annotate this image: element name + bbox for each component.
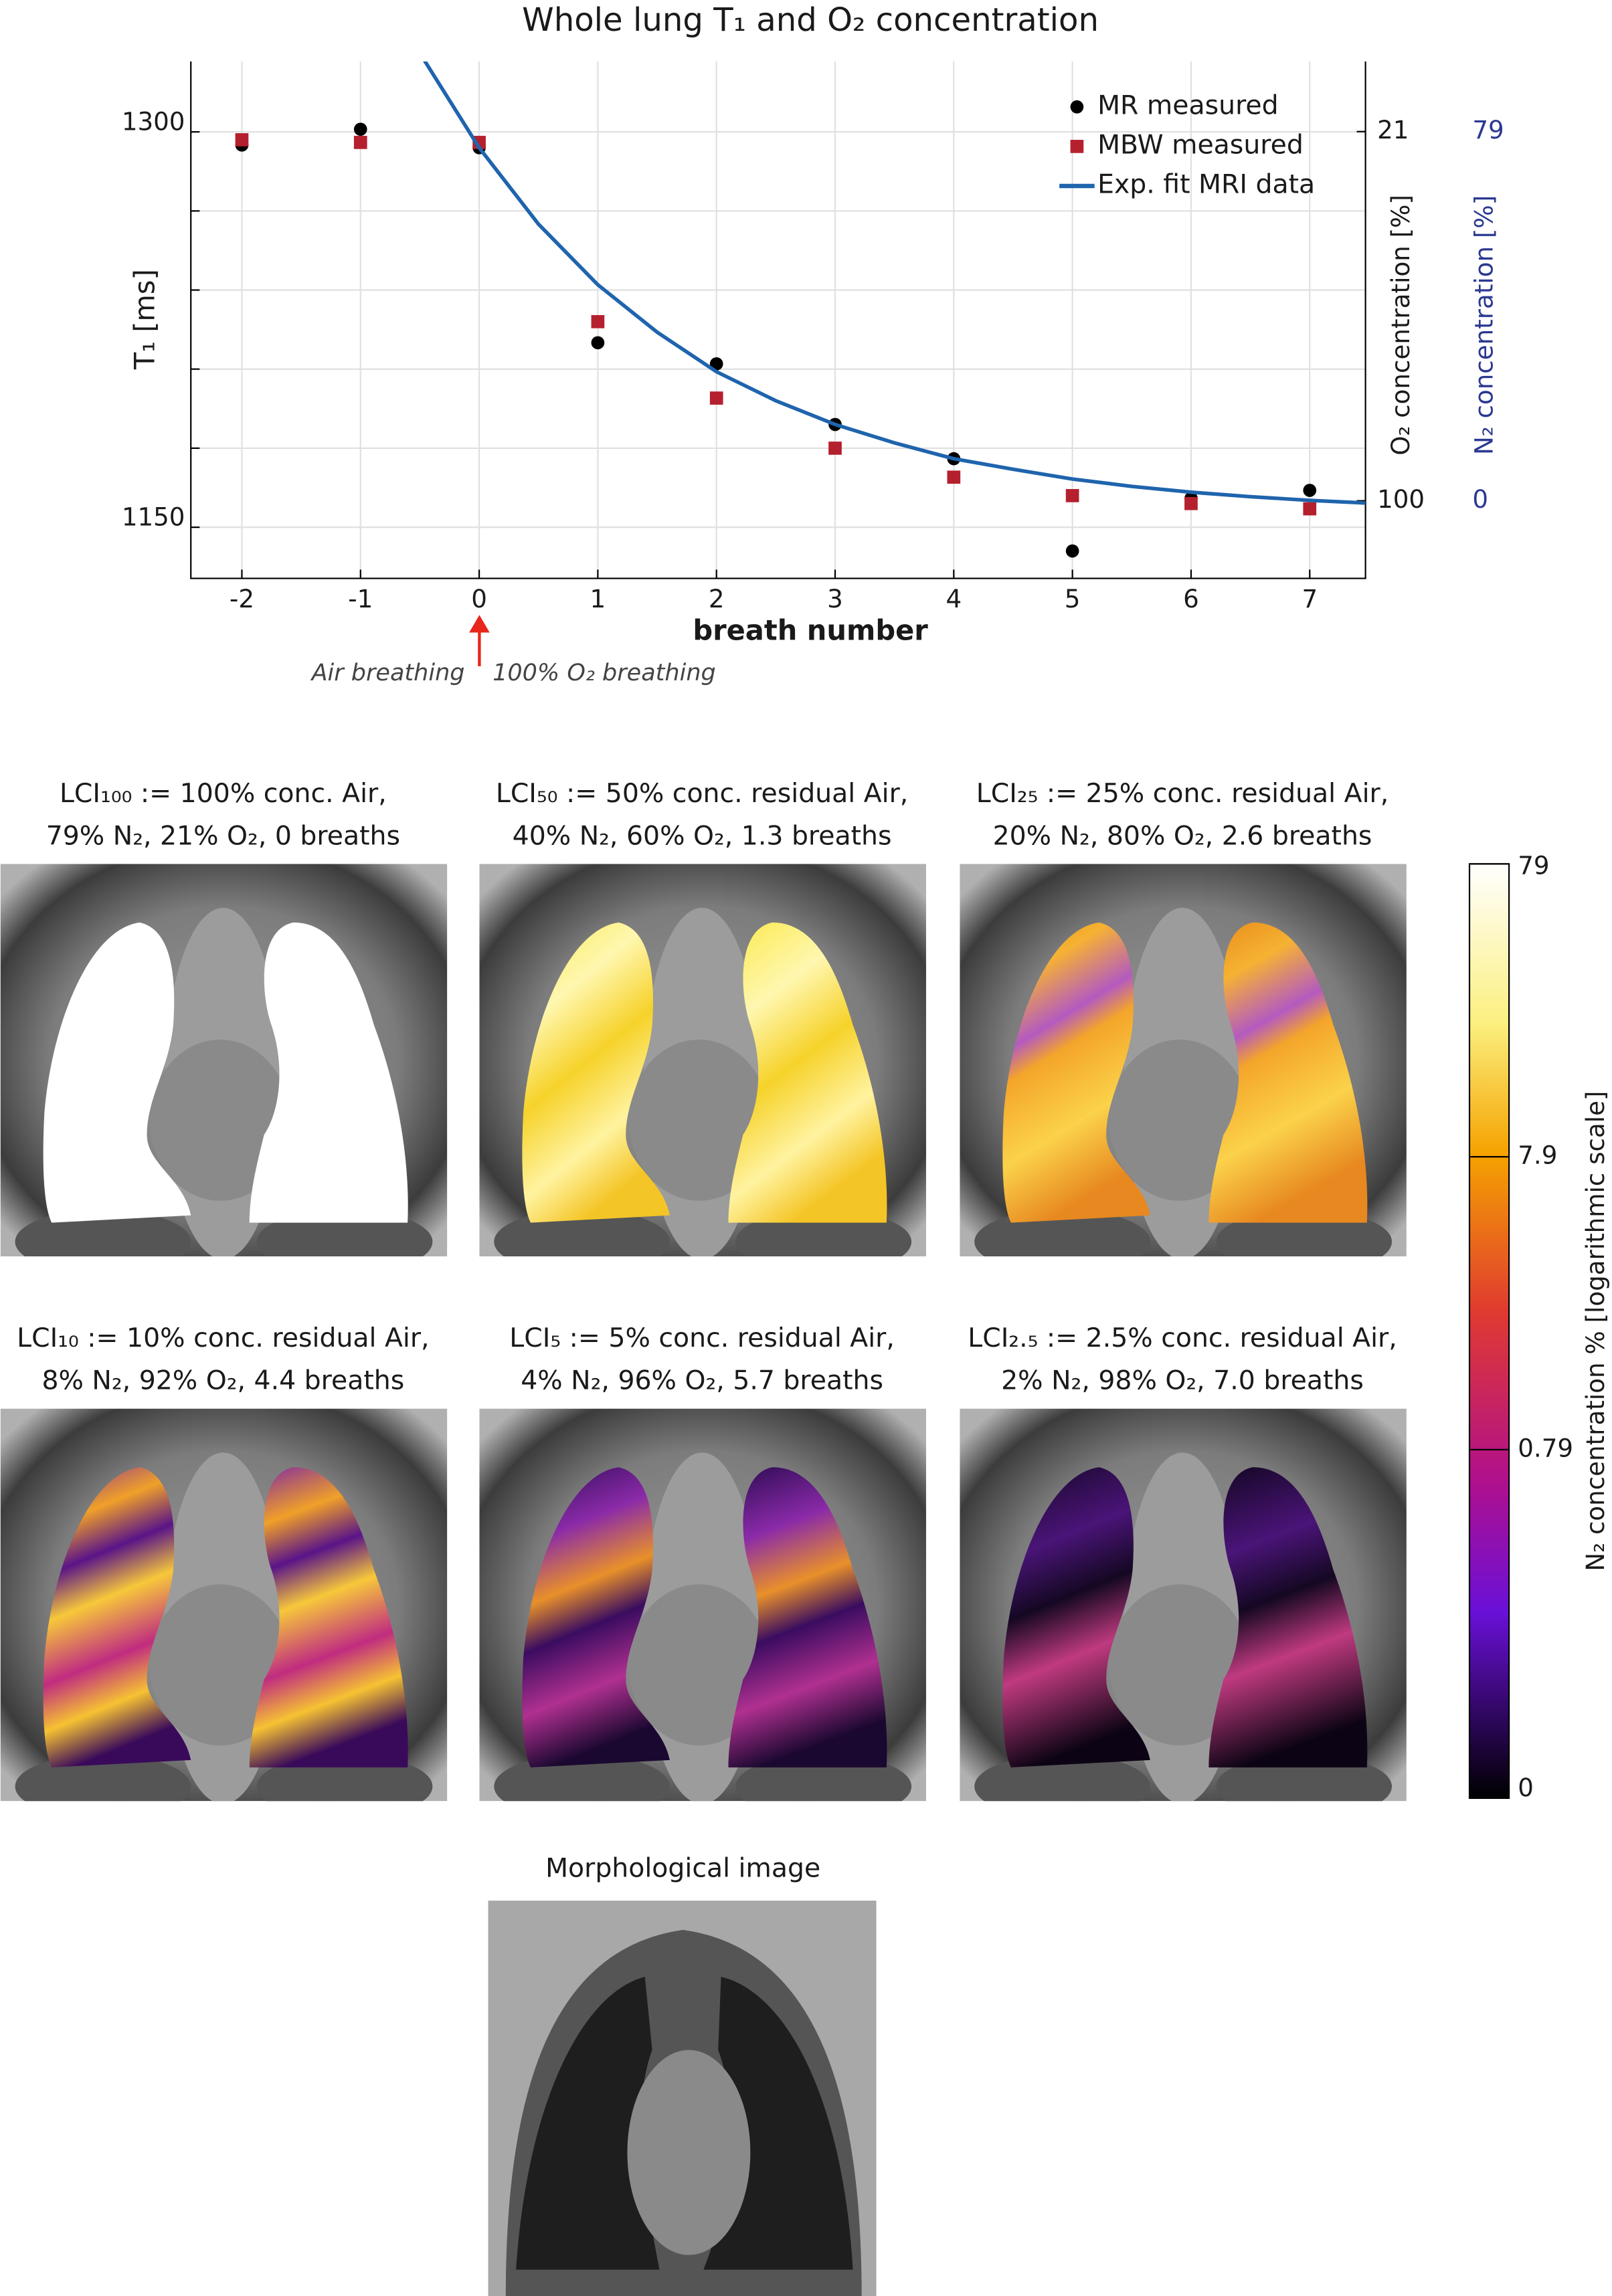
right-lung [728,922,887,1223]
y2-axis-label: O₂ concentration [%] [1386,195,1415,456]
point [591,336,605,350]
point [709,391,723,405]
x-tick-label: -1 [348,584,373,613]
legend-marker [1070,140,1084,153]
panel-subtitle: 8% N₂, 92% O₂, 4.4 breaths [41,1365,404,1396]
panel-subtitle: 20% N₂, 80% O₂, 2.6 breaths [993,820,1372,851]
legend-marker [1070,100,1084,114]
panel-title: LCI₁₀₀ := 100% conc. Air, [60,778,387,809]
point [947,470,961,484]
x-tick-label: 2 [709,584,725,613]
y2-tick-label: 21 [1377,115,1409,145]
left-lung [43,1467,191,1767]
panel-title: LCI₅₀ := 50% conc. residual Air, [496,778,908,809]
colorbar-tick-label: 0.79 [1518,1433,1573,1462]
y2-tick-label: 100 [1377,484,1425,514]
plot-area [235,61,1366,558]
point [353,136,367,149]
lung-image [960,864,1407,1256]
morphological-image [488,1901,877,2296]
lung-image [0,864,448,1256]
y-tick-label: 1150 [122,502,185,531]
right-lung [249,922,408,1223]
panel-subtitle: 40% N₂, 60% O₂, 1.3 breaths [513,820,892,851]
point [591,314,605,328]
arrow-head [469,615,490,633]
fit-line [423,61,1366,505]
point [1065,544,1079,558]
x-tick-label: 4 [946,584,962,613]
x-tick-label: 5 [1065,584,1081,613]
x-tick-label: -2 [230,584,254,613]
image-title: Morphological image [545,1853,820,1884]
x-tick-label: 3 [827,584,843,613]
colorbar-tick-label: 79 [1518,850,1549,880]
legend: MR measured MBW measured Exp. fit MRI data [1059,90,1315,199]
point [1303,484,1317,497]
legend-label: Exp. fit MRI data [1097,169,1315,199]
x-tick-label: 1 [590,584,606,613]
panel-title: LCI₅ := 5% conc. residual Air, [509,1323,895,1353]
panel-subtitle: 2% N₂, 98% O₂, 7.0 breaths [1001,1365,1364,1396]
right-lung [1208,1467,1368,1767]
legend-label: MBW measured [1097,129,1304,160]
panel-subtitle: 4% N₂, 96% O₂, 5.7 breaths [521,1365,883,1396]
right-lung [1208,922,1368,1223]
chart-title: Whole lung T₁ and O₂ concentration [522,1,1099,39]
left-lung [522,1467,670,1767]
right-lung [728,1467,887,1767]
point [1065,489,1079,502]
left-lung [1002,1467,1150,1767]
axes [190,61,1366,579]
lung-image [0,1408,448,1802]
panel-subtitle: 79% N₂, 21% O₂, 0 breaths [46,820,400,851]
legend-label: MR measured [1097,90,1279,120]
point [1184,496,1198,510]
point [353,122,367,136]
colorbar [1468,863,1510,1799]
y3-tick-label: 79 [1472,115,1504,145]
left-lung [43,922,191,1223]
y-axis-label: T₁ [ms] [128,269,161,370]
point [235,133,249,147]
left-lung [1002,922,1150,1223]
y3-axis-label: N₂ concentration [%] [1469,195,1499,455]
y3-tick-label: 0 [1472,484,1488,514]
colorbar-tick-label: 7.9 [1518,1141,1557,1170]
x-tick-label: 7 [1302,584,1318,613]
left-lung [522,922,670,1223]
panel-title: LCI₁₀ := 10% conc. residual Air, [17,1323,429,1353]
panel-title: LCI₂.₅ := 2.5% conc. residual Air, [968,1323,1397,1353]
point [828,442,842,455]
lung-image [479,1408,926,1802]
colorbar-tick-label: 0 [1518,1773,1534,1802]
x-tick-label: 0 [471,584,487,613]
y-tick-label: 1300 [122,106,185,136]
annotation: 100% O₂ breathing [492,659,716,686]
lung-image [479,864,926,1256]
point [709,357,723,371]
x-axis-label: breath number [693,614,928,647]
panel-title: LCI₂₅ := 25% conc. residual Air, [976,778,1389,809]
right-lung [249,1467,408,1767]
point [1303,502,1317,516]
lung-image [960,1408,1407,1802]
x-tick-label: 6 [1183,584,1199,613]
annotation: Air breathing [310,659,465,686]
colorbar-label: N₂ concentration % [logarithmic scale] [1581,1091,1610,1571]
